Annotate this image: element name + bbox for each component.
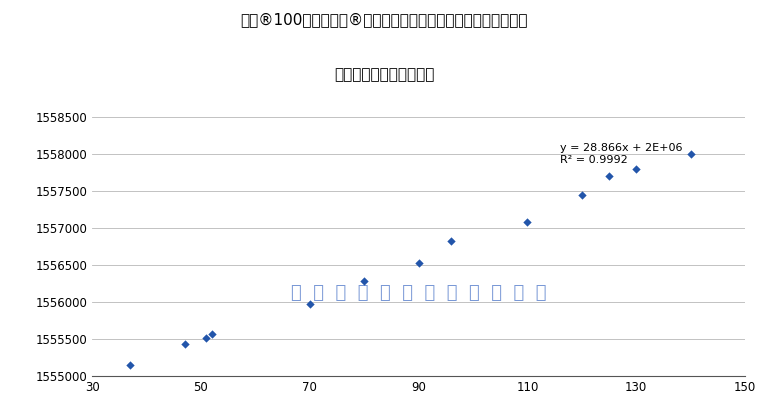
Point (684, 151, 697, 158)
Text: 北诺®100摄氏度毛细®无缝钓管双端光纤光栅传感器（应力、应: 北诺®100摄氏度毛细®无缝钓管双端光纤光栅传感器（应力、应 (240, 13, 528, 28)
Point (124, 362, 137, 368)
Point (445, 237, 457, 244)
Point (358, 278, 370, 285)
Point (178, 341, 190, 348)
Point (206, 331, 218, 337)
Point (200, 334, 213, 341)
Point (412, 260, 425, 266)
Point (630, 166, 642, 172)
Text: 北  京  大  成  永  盛  科  技  有  限  公  司: 北 京 大 成 永 盛 科 技 有 限 公 司 (291, 284, 546, 302)
Text: 变、温度）温度波长曲线: 变、温度）温度波长曲线 (334, 67, 434, 82)
Point (603, 173, 615, 180)
Point (576, 191, 588, 198)
Point (303, 300, 316, 307)
Point (521, 219, 534, 226)
Text: y = 28.866x + 2E+06
R² = 0.9992: y = 28.866x + 2E+06 R² = 0.9992 (560, 143, 683, 165)
